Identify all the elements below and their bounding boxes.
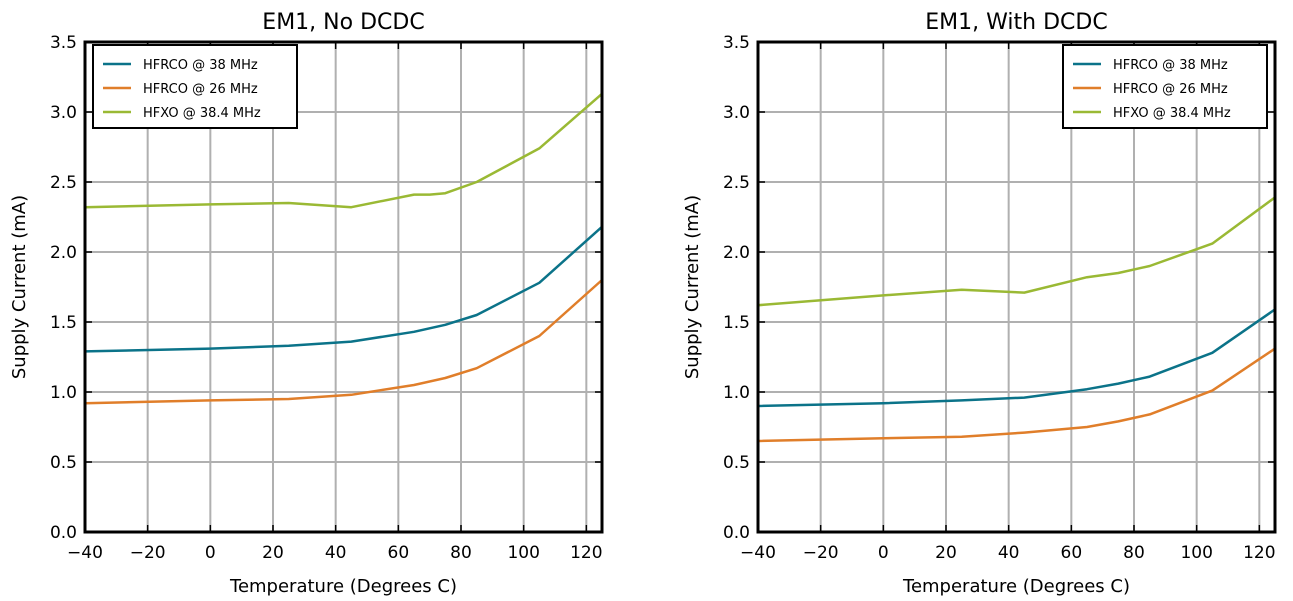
x-tick-label: −40 (67, 543, 103, 563)
y-tick-label: 0.0 (50, 523, 77, 543)
legend-box (1062, 44, 1268, 129)
y-tick-label: 3.5 (50, 33, 77, 53)
series-group (84, 92, 603, 405)
x-tick-label: 20 (935, 543, 957, 563)
legend-box (92, 44, 298, 129)
y-axis-label: Supply Current (mA) (682, 195, 703, 379)
x-tick-label: 60 (1061, 543, 1083, 563)
series-line-1 (84, 225, 603, 353)
series-line-2 (757, 347, 1276, 443)
series-line-2 (84, 279, 603, 405)
y-tick-label: 1.5 (723, 313, 750, 333)
x-tick-label: 0 (878, 543, 889, 563)
legend-label: HFRCO @ 26 MHz (1113, 82, 1228, 97)
y-tick-label: 3.0 (723, 103, 750, 123)
chart-title: EM1, With DCDC (925, 10, 1107, 35)
x-tick-label: 120 (570, 543, 602, 563)
legend-label: HFRCO @ 38 MHz (1113, 58, 1228, 73)
y-tick-label: 3.5 (723, 33, 750, 53)
x-tick-label: 100 (507, 543, 539, 563)
y-tick-label: 2.0 (723, 243, 750, 263)
x-tick-label: 80 (450, 543, 472, 563)
y-tick-label: 1.0 (723, 383, 750, 403)
y-tick-label: 1.5 (50, 313, 77, 333)
legend-label: HFXO @ 38.4 MHz (143, 106, 261, 121)
chart-title: EM1, No DCDC (262, 10, 424, 35)
legend-label: HFRCO @ 26 MHz (143, 82, 258, 97)
x-tick-label: 20 (262, 543, 284, 563)
y-tick-label: 0.0 (723, 523, 750, 543)
x-tick-label: −20 (130, 543, 166, 563)
series-line-3 (757, 196, 1276, 307)
x-axis-label: Temperature (Degrees C) (229, 576, 457, 597)
y-tick-label: 0.5 (723, 453, 750, 473)
x-tick-label: 80 (1123, 543, 1145, 563)
series-line-3 (84, 92, 603, 209)
y-tick-label: 2.0 (50, 243, 77, 263)
legend-label: HFXO @ 38.4 MHz (1113, 106, 1231, 121)
y-tick-label: 1.0 (50, 383, 77, 403)
legend: HFRCO @ 38 MHz HFRCO @ 26 MHz HFXO @ 38.4 … (92, 44, 298, 129)
series-line-1 (757, 308, 1276, 408)
y-tick-label: 0.5 (50, 453, 77, 473)
x-axis-label: Temperature (Degrees C) (902, 576, 1130, 597)
legend-label: HFRCO @ 38 MHz (143, 58, 258, 73)
legend: HFRCO @ 38 MHz HFRCO @ 26 MHz HFXO @ 38.4 … (1062, 44, 1268, 129)
series-group (757, 196, 1276, 443)
x-tick-label: 60 (388, 543, 410, 563)
x-tick-label: −20 (803, 543, 839, 563)
chart-panel-1: −40 −20 0 20 40 60 80 100 120 0.0 0.5 1.0 1.5 2.0 2.5 3… (9, 10, 604, 597)
x-tick-label: 40 (998, 543, 1020, 563)
x-tick-label: 100 (1180, 543, 1212, 563)
y-axis-label: Supply Current (mA) (9, 195, 30, 379)
x-tick-label: −40 (740, 543, 776, 563)
x-tick-label: 120 (1243, 543, 1275, 563)
plot-frame (756, 40, 1277, 534)
x-tick-label: 40 (325, 543, 347, 563)
x-tick-label: 0 (205, 543, 216, 563)
y-tick-label: 3.0 (50, 103, 77, 123)
chart-panel-2: −40 −20 0 20 40 60 80 100 120 0.0 0.5 1.0 1.5 2.0 2.5 3… (682, 10, 1277, 597)
plot-frame (83, 40, 604, 534)
y-tick-label: 2.5 (50, 173, 77, 193)
y-tick-label: 2.5 (723, 173, 750, 193)
